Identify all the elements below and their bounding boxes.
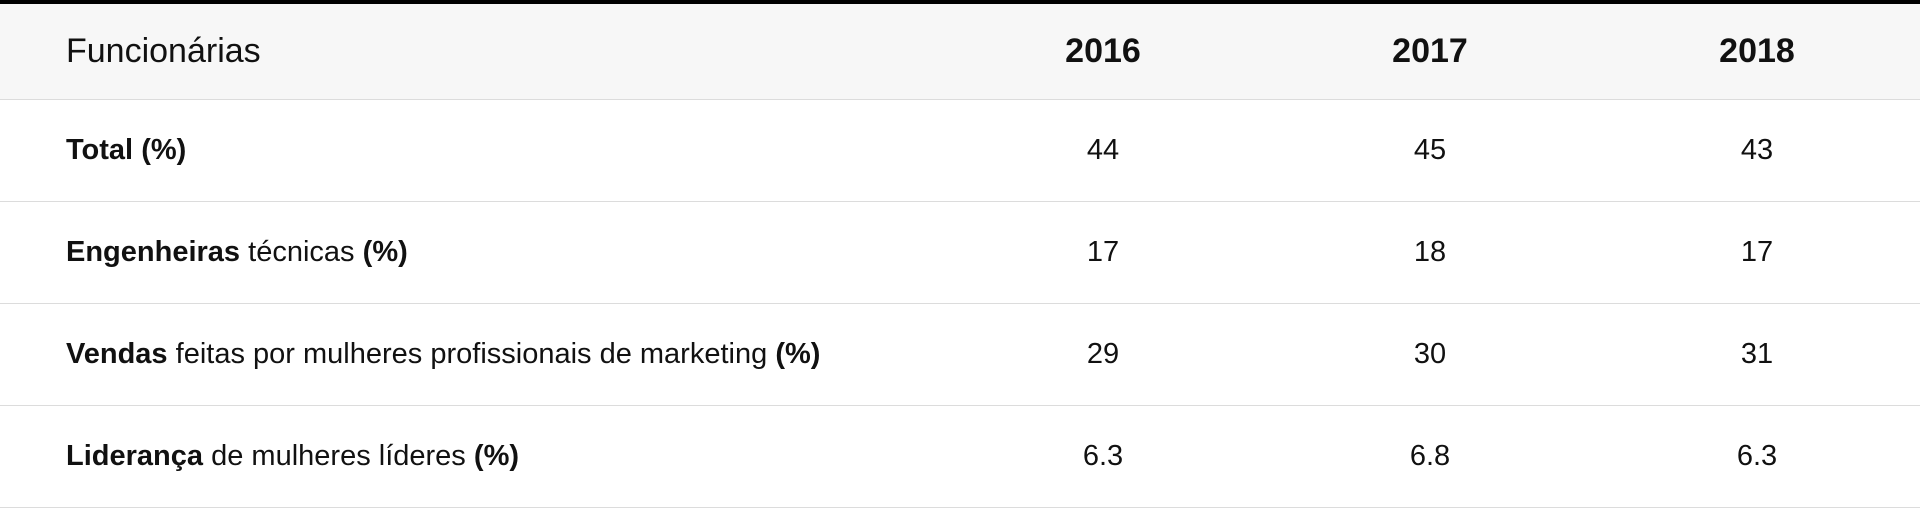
value-cell: 29 (940, 303, 1266, 406)
row-label: Liderança de mulheres líderes (%) (66, 440, 519, 473)
row-label-cell: Total (%) (0, 99, 940, 202)
header-cell: 2016 (940, 4, 1266, 100)
table-row: Vendas feitas por mulheres profissionais … (0, 303, 1920, 406)
label-part: de mulheres líderes (211, 439, 466, 472)
header-row: Funcionárias 2016 2017 2018 (0, 4, 1920, 100)
value-cell: 31 (1594, 303, 1920, 406)
row-label: Vendas feitas por mulheres profissionais … (66, 338, 820, 371)
label-part: (%) (473, 439, 520, 472)
value-cell: 17 (940, 201, 1266, 304)
value-cell: 30 (1266, 303, 1594, 406)
header-cell: 2017 (1266, 4, 1594, 100)
label-part: Vendas (66, 337, 168, 370)
label-part: técnicas (248, 235, 355, 268)
value-cell: 6.8 (1266, 405, 1594, 508)
table-body: Total (%) 44 45 43 Engenheiras técnicas (%) 17 18… (0, 99, 1920, 508)
value-cell: 18 (1266, 201, 1594, 304)
value-cell: 6.3 (940, 405, 1266, 508)
value-cell: 17 (1594, 201, 1920, 304)
row-label-cell: Liderança de mulheres líderes (%) (0, 405, 940, 508)
label-part: (%) (141, 133, 187, 166)
label-part: Liderança (66, 439, 203, 472)
value-cell: 6.3 (1594, 405, 1920, 508)
header-cell: 2018 (1594, 4, 1920, 100)
row-label-cell: Engenheiras técnicas (%) (0, 201, 940, 304)
value-cell: 44 (940, 99, 1266, 202)
label-part: Total (66, 133, 134, 166)
value-cell: 45 (1266, 99, 1594, 202)
row-label-cell: Vendas feitas por mulheres profissionais … (0, 303, 940, 406)
label-part: Engenheiras (66, 235, 241, 268)
value-cell: 43 (1594, 99, 1920, 202)
row-label: Total (%) (66, 134, 186, 167)
label-part: (%) (362, 235, 408, 268)
table-row: Total (%) 44 45 43 (0, 99, 1920, 202)
label-part: feitas por mulheres profissionais de mar… (175, 337, 768, 370)
data-table: Funcionárias 2016 2017 2018 Total (%) 44 45 43 E… (0, 4, 1920, 508)
table-row: Liderança de mulheres líderes (%) 6.3 6.8 6.3 (0, 405, 1920, 508)
label-part: (%) (775, 337, 821, 370)
row-label: Engenheiras técnicas (%) (66, 236, 408, 269)
header-cell: Funcionárias (0, 4, 940, 100)
table-row: Engenheiras técnicas (%) 17 18 17 (0, 201, 1920, 304)
